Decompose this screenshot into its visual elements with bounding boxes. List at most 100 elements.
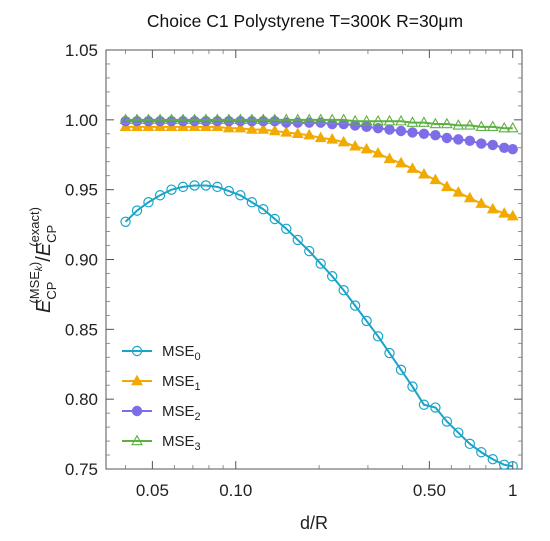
data-point	[384, 124, 395, 135]
legend-swatch-marker	[131, 434, 143, 446]
series-line	[124, 184, 513, 468]
data-point	[506, 209, 519, 221]
data-point	[453, 427, 464, 438]
data-point	[418, 167, 430, 179]
data-point	[223, 185, 235, 197]
data-point	[257, 113, 270, 125]
legend-swatch-marker	[131, 374, 143, 386]
data-point	[245, 123, 258, 134]
data-point	[486, 120, 499, 132]
data-point	[280, 126, 293, 137]
data-point	[430, 402, 441, 413]
y-tick-label: 0.95	[65, 181, 98, 200]
data-point	[453, 134, 464, 145]
data-point	[131, 113, 143, 125]
data-point	[234, 121, 247, 133]
data-point	[326, 271, 338, 282]
data-point	[235, 190, 246, 201]
data-point	[395, 364, 407, 376]
data-point	[372, 114, 384, 126]
data-point	[338, 285, 349, 296]
data-point	[395, 125, 407, 137]
data-point	[315, 258, 326, 269]
data-point	[337, 113, 350, 125]
data-point	[361, 315, 372, 327]
data-point	[291, 113, 304, 125]
x-tick-label: 0.10	[219, 481, 252, 500]
data-point	[498, 207, 511, 218]
x-tick-label: 0.05	[136, 481, 169, 500]
data-point	[475, 197, 488, 208]
legend-item: MSE2	[122, 403, 201, 423]
y-tick-label: 0.80	[65, 390, 98, 409]
data-point	[258, 204, 269, 215]
data-point	[360, 142, 373, 154]
x-tick-label: 1	[508, 481, 517, 500]
data-point	[487, 139, 498, 151]
series-layer	[119, 113, 519, 469]
data-point	[177, 113, 189, 125]
data-point	[211, 113, 224, 125]
series-mse3	[119, 113, 519, 133]
data-point	[463, 119, 476, 130]
data-point	[200, 180, 212, 191]
data-point	[441, 117, 453, 129]
data-point	[337, 135, 350, 147]
y-label-sub-2: CP	[44, 225, 59, 243]
data-point	[165, 113, 178, 125]
data-point	[372, 123, 384, 134]
data-point	[475, 120, 488, 132]
data-point	[314, 131, 327, 143]
data-point	[222, 113, 235, 125]
data-point	[430, 129, 441, 141]
data-point	[463, 191, 476, 203]
data-point	[372, 147, 384, 158]
y-tick-label: 0.90	[65, 251, 98, 270]
data-point	[280, 113, 293, 125]
axis-ticks	[106, 49, 522, 470]
legend-label: MSE0	[162, 343, 201, 363]
data-point	[120, 216, 131, 227]
data-point	[429, 117, 442, 129]
y-label-base-1: E	[33, 299, 55, 313]
data-point	[476, 138, 487, 149]
data-point	[212, 181, 223, 193]
y-label-sup-1: (MSE	[27, 271, 42, 304]
chart-title: Choice C1 Polystyrene T=300K R=30μm	[147, 11, 463, 31]
data-point	[406, 162, 419, 173]
data-point	[499, 459, 510, 469]
tick-labels: 0.75 0.80 0.85 0.90 0.95 1.00 1.05 0.05 0.10 0.50…	[65, 41, 518, 500]
data-point	[245, 113, 258, 125]
data-point	[177, 181, 189, 193]
data-point	[291, 127, 304, 138]
data-point	[200, 113, 212, 125]
data-point	[499, 142, 510, 153]
legend-label: MSE2	[162, 403, 201, 423]
data-point	[142, 113, 155, 125]
data-point	[166, 184, 177, 195]
data-point	[418, 116, 430, 127]
data-point	[292, 234, 303, 246]
data-point	[189, 180, 200, 191]
legend-label: MSE3	[162, 433, 201, 453]
legend-label: MSE1	[162, 373, 201, 393]
data-point	[407, 381, 418, 392]
data-point	[154, 113, 166, 125]
data-point	[326, 133, 339, 144]
y-label-sup-1-k: k	[34, 265, 45, 271]
data-point	[486, 202, 499, 214]
series-line	[125, 118, 513, 130]
data-point	[487, 454, 498, 465]
y-tick-label: 0.75	[65, 460, 98, 479]
y-label-base-2: E	[33, 242, 55, 256]
data-point	[349, 114, 361, 126]
y-label-sup-2: (exact)	[27, 207, 42, 247]
legend-item: MSE0	[122, 343, 201, 363]
data-point	[407, 127, 418, 138]
data-point	[268, 113, 281, 125]
data-point	[303, 128, 316, 140]
data-point	[222, 121, 235, 133]
data-point	[507, 461, 518, 469]
data-point	[464, 438, 476, 450]
data-point	[269, 213, 280, 225]
